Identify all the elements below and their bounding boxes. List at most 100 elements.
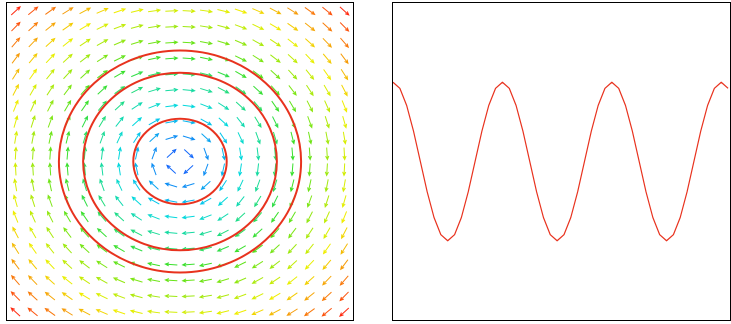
arrow bbox=[322, 259, 332, 271]
arrow bbox=[148, 8, 162, 13]
arrow bbox=[81, 194, 88, 207]
arrow bbox=[164, 230, 178, 235]
arrow bbox=[112, 309, 126, 315]
arrow bbox=[236, 116, 245, 128]
arrow bbox=[62, 22, 74, 31]
arrow bbox=[255, 163, 260, 177]
arrow bbox=[303, 308, 315, 317]
arrow bbox=[10, 6, 21, 16]
arrow bbox=[45, 37, 56, 48]
arrow bbox=[270, 54, 281, 63]
arrow bbox=[132, 179, 141, 191]
arrow bbox=[10, 274, 20, 286]
arrow bbox=[181, 278, 195, 283]
arrow bbox=[148, 180, 159, 190]
arrow bbox=[271, 195, 279, 208]
arrow bbox=[340, 37, 350, 49]
arrow bbox=[342, 131, 347, 145]
arrow bbox=[341, 84, 348, 97]
arrow bbox=[31, 130, 36, 144]
arrow bbox=[96, 7, 109, 14]
arrow bbox=[181, 183, 195, 189]
arrow bbox=[115, 195, 124, 207]
arrow bbox=[306, 100, 314, 113]
arrow bbox=[341, 195, 347, 209]
arrow bbox=[268, 308, 281, 316]
arrow bbox=[98, 194, 106, 207]
arrow bbox=[305, 243, 314, 255]
arrow bbox=[61, 308, 73, 316]
arrow bbox=[268, 292, 281, 300]
arrow bbox=[286, 308, 298, 316]
arrow bbox=[98, 115, 106, 128]
arrow bbox=[324, 179, 329, 193]
arrow bbox=[27, 291, 38, 301]
arrow bbox=[287, 7, 299, 15]
arrow bbox=[304, 292, 315, 301]
arrow bbox=[254, 195, 262, 208]
arrow bbox=[165, 119, 179, 124]
arrow bbox=[164, 214, 178, 219]
arrow bbox=[113, 23, 127, 30]
arrow bbox=[46, 68, 55, 80]
arrow bbox=[99, 162, 104, 176]
arrow bbox=[78, 308, 91, 316]
arrow bbox=[164, 262, 178, 267]
arrow bbox=[96, 227, 107, 238]
arrow bbox=[269, 244, 280, 254]
arrow bbox=[30, 162, 35, 176]
arrow bbox=[322, 275, 332, 286]
arrow bbox=[235, 70, 247, 78]
arrow bbox=[11, 37, 21, 48]
arrow bbox=[288, 69, 298, 80]
arrow bbox=[62, 53, 73, 63]
arrow bbox=[149, 132, 160, 143]
arrow bbox=[112, 261, 126, 268]
arrow bbox=[164, 294, 178, 299]
arrow bbox=[147, 214, 160, 220]
arrow bbox=[11, 258, 20, 270]
arrow bbox=[62, 7, 74, 15]
contour bbox=[132, 117, 228, 206]
arrow bbox=[130, 8, 144, 13]
arrow bbox=[13, 178, 18, 192]
arrow bbox=[339, 22, 350, 32]
arrow bbox=[79, 38, 91, 47]
arrow bbox=[287, 260, 298, 270]
arrow bbox=[148, 103, 161, 109]
arrow bbox=[12, 83, 19, 96]
arrow bbox=[129, 277, 143, 283]
arrow bbox=[44, 307, 56, 316]
arrow bbox=[13, 146, 18, 160]
arrow bbox=[47, 99, 54, 112]
arrow bbox=[46, 84, 55, 96]
arrow bbox=[251, 260, 264, 269]
arrow bbox=[287, 38, 299, 48]
arrow bbox=[182, 88, 196, 93]
arrow bbox=[29, 210, 36, 223]
arrow bbox=[10, 291, 21, 301]
arrow bbox=[147, 197, 160, 205]
arrow bbox=[217, 24, 231, 30]
arrow bbox=[165, 103, 179, 108]
arrow bbox=[28, 258, 38, 270]
arrow bbox=[220, 163, 226, 177]
arrow bbox=[31, 146, 36, 160]
arrow bbox=[79, 243, 90, 254]
arrow bbox=[80, 211, 89, 223]
arrow bbox=[217, 87, 230, 94]
arrow bbox=[182, 9, 196, 14]
arrow bbox=[130, 24, 144, 29]
arrow bbox=[234, 24, 248, 30]
arrow bbox=[272, 116, 279, 129]
arrow bbox=[198, 310, 212, 315]
arrow bbox=[48, 130, 53, 144]
arrow bbox=[339, 6, 350, 16]
arrow bbox=[304, 22, 316, 32]
arrow bbox=[252, 23, 265, 30]
arrow bbox=[199, 197, 212, 205]
arrow bbox=[203, 147, 209, 161]
arrow bbox=[48, 146, 53, 160]
arrow bbox=[306, 84, 314, 97]
arrow bbox=[219, 132, 228, 144]
